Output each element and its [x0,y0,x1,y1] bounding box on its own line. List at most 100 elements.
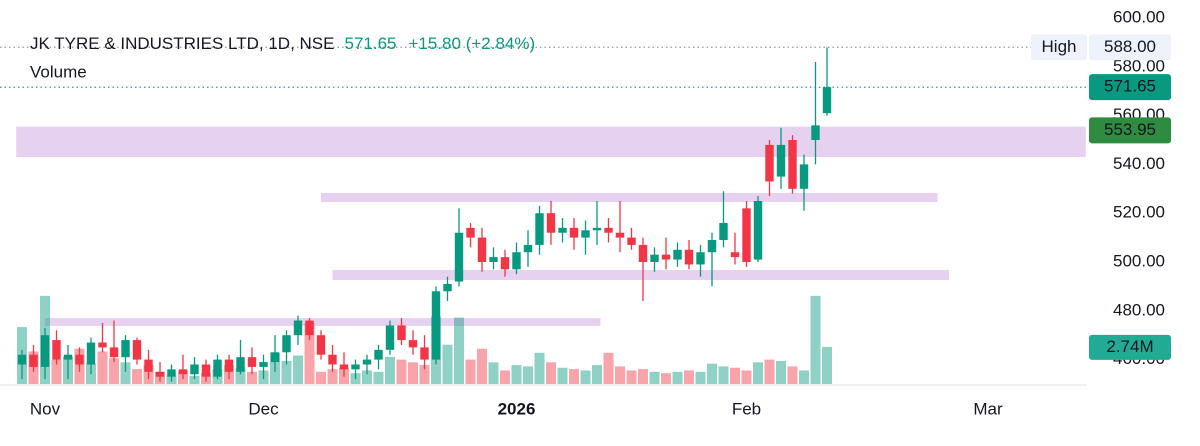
volume-bar [109,358,119,384]
price-label-box [1089,117,1171,144]
candle-body [408,340,418,348]
volume-bar [419,365,430,384]
candle-body [489,257,498,262]
volume-bar [753,362,763,384]
volume-bar [661,373,671,384]
volume-bar [385,356,395,384]
marker-name-box [1031,34,1087,61]
candle-body [443,283,452,292]
volume-label: 2.74M [1106,337,1153,356]
volume-bar [373,371,384,384]
candle-body [546,213,556,233]
volume-bar [764,359,775,384]
candle-body [523,244,533,253]
volume-bar [500,370,510,384]
candle-body [661,254,671,260]
volume-bar [776,360,786,384]
candle-body [730,252,740,258]
candle-body [339,364,349,370]
candle-body [719,222,728,241]
chart-header: JK TYRE & INDUSTRIES LTD, 1D, NSE 571.65 +… [30,34,535,53]
candle-body [351,364,360,370]
price-label: 588.00 [1104,37,1156,56]
candle-body [684,249,694,265]
candle-body [270,352,280,363]
volume-bar [270,352,280,384]
candle-body [696,252,705,265]
volume-bar [132,369,142,384]
volume-bar [201,373,211,384]
candle-body [213,359,222,377]
volume-bar [189,375,200,384]
volume-bar [97,351,108,384]
candle-body [247,357,257,367]
volume-bar [730,367,740,384]
candle-body [178,369,188,375]
volume-label-box [1089,334,1171,360]
candle-body [109,347,119,358]
volume-bar [488,362,499,384]
candle-body [466,227,475,238]
volume-bar [339,367,349,384]
price-label-box [1089,34,1171,61]
candle-body [500,257,510,270]
candle-body [604,227,613,233]
pane-label: Volume [30,62,87,81]
zone [332,270,949,281]
y-tick-label: 520.00 [1113,203,1165,222]
chart-title: JK TYRE & INDUSTRIES LTD, 1D, NSE [30,34,335,53]
volume-bar [741,370,752,384]
candle-body [765,144,774,182]
volume-bar [454,317,464,384]
candle-body [558,227,567,233]
volume-bar [557,367,568,384]
candle-body [236,357,245,372]
volume-bar [155,371,165,384]
x-tick-label: Feb [732,399,761,418]
candle-body [98,342,107,348]
x-tick-label: Nov [30,399,61,418]
zone [45,318,601,326]
volume-bar [281,360,292,384]
candle-body [707,240,717,253]
volume-bar [316,371,326,384]
price-label-box [1089,74,1171,101]
volume-bar [718,366,729,384]
volume-bar [51,359,62,384]
marker-name: High [1042,37,1077,56]
candle-body [75,354,84,365]
candle-body [316,335,326,355]
volume-bar [523,366,533,384]
volume-bar [431,316,441,384]
price-change: +15.80 (+2.84%) [409,34,536,53]
volume-bar [258,370,269,384]
candle-body [190,364,199,375]
candle-body [799,164,809,189]
volume-bar [178,370,188,384]
y-tick-label: 600.00 [1113,7,1165,26]
volume-bar [40,295,50,384]
candle-body [673,249,682,260]
candle-body [132,340,142,360]
candle-body [259,362,268,367]
candle-body [282,335,291,353]
candle-body [627,237,636,245]
candle-body [328,354,337,365]
volume-bar [465,359,476,384]
candle-body [535,213,544,245]
candle-body [776,144,786,177]
candle-body [121,340,130,358]
volume-bar [534,352,545,384]
candle-body [293,320,303,336]
candle-body [638,244,648,262]
candle-body [86,342,96,365]
candle-body [592,227,602,231]
y-tick-label: 480.00 [1113,300,1165,319]
volume-bar [615,366,625,384]
candle-body [742,208,751,262]
volume-bar [810,295,821,384]
volume-bar [477,348,487,384]
candle-body [420,347,429,360]
volume-bar [247,371,257,384]
